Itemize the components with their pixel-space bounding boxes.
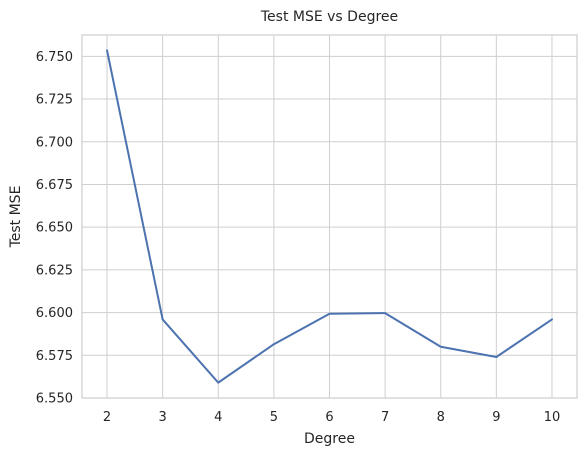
x-tick-label: 5 xyxy=(270,410,278,425)
y-tick-label: 6.750 xyxy=(36,50,73,65)
y-tick-label: 6.700 xyxy=(36,135,73,150)
x-tick-label: 10 xyxy=(544,410,561,425)
y-tick-label: 6.550 xyxy=(36,392,73,407)
series-line xyxy=(106,49,553,384)
x-tick-label: 7 xyxy=(381,410,389,425)
y-tick-label: 6.675 xyxy=(36,178,73,193)
y-tick-label: 6.600 xyxy=(36,306,73,321)
chart-title: Test MSE vs Degree xyxy=(260,9,398,25)
x-axis-label: Degree xyxy=(304,431,355,447)
y-tick-label: 6.725 xyxy=(36,93,73,108)
y-tick-label: 6.575 xyxy=(36,349,73,364)
series-layer xyxy=(106,49,553,384)
y-axis-label: Test MSE xyxy=(8,186,24,249)
x-tick-label: 8 xyxy=(437,410,445,425)
grid xyxy=(82,35,577,399)
x-tick-label: 6 xyxy=(325,410,333,425)
y-tick-label: 6.650 xyxy=(36,221,73,236)
x-tick-label: 4 xyxy=(214,410,222,425)
x-tick-label: 3 xyxy=(159,410,167,425)
y-tick-labels: 6.550 6.575 6.600 6.625 6.650 6.675 6.700 6.725… xyxy=(36,50,73,407)
x-tick-label: 2 xyxy=(103,410,111,425)
x-tick-label: 9 xyxy=(492,410,500,425)
plot-frame xyxy=(81,34,578,399)
y-tick-label: 6.625 xyxy=(36,263,73,278)
x-tick-labels: 2 3 4 5 6 7 8 9 10 xyxy=(103,410,560,425)
